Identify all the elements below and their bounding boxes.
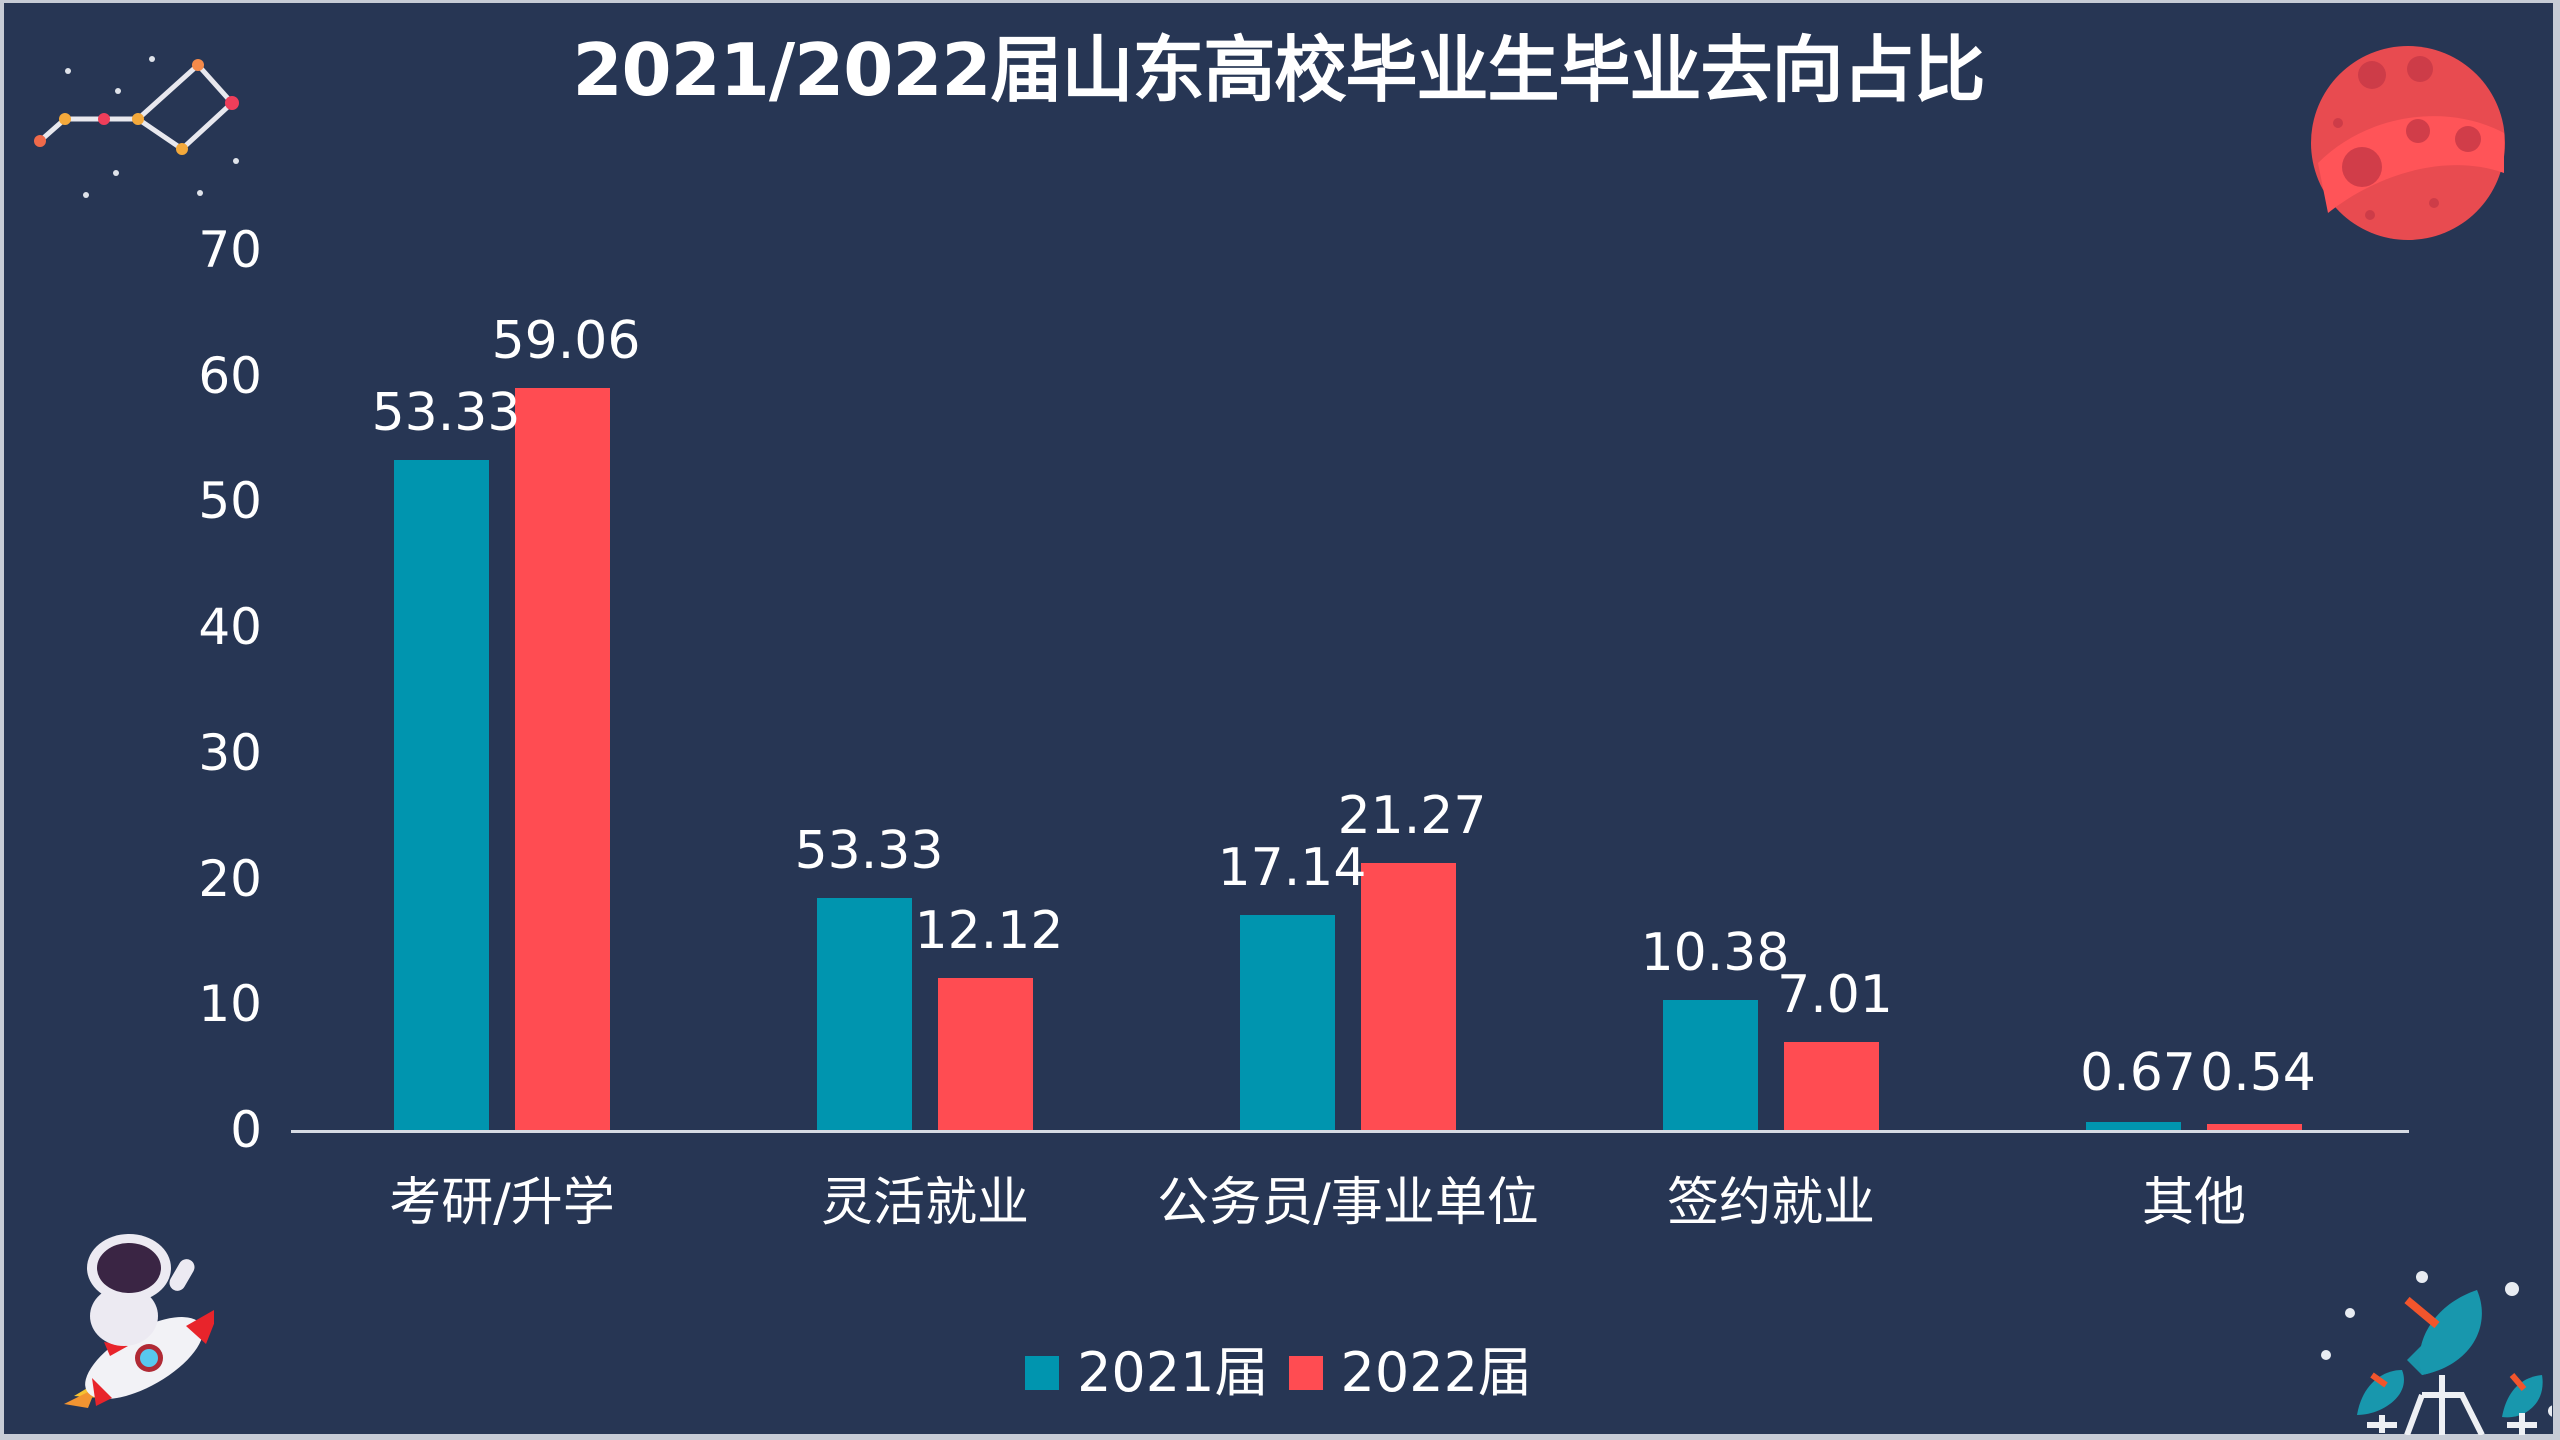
data-label-2021-gongwuyuan: 17.14: [1217, 838, 1367, 898]
data-label-2021-qita: 0.67: [2080, 1043, 2196, 1103]
category-label-qita: 其他: [2141, 1173, 2246, 1233]
legend: 2021届 2022届: [4, 1343, 2553, 1403]
astronaut-rocket-icon: [64, 1234, 214, 1408]
bar-2022-gongwuyuan[interactable]: [1361, 863, 1456, 1130]
chart-title: 2021/2022届山东高校毕业生毕业去向占比: [572, 28, 1985, 112]
data-label-2022-gongwuyuan: 21.27: [1337, 786, 1487, 846]
bar-2022-kaoyan[interactable]: [515, 388, 610, 1130]
data-label-2022-qianyue: 7.01: [1777, 965, 1893, 1025]
category-label-gongwuyuan: 公务员/事业单位: [1157, 1173, 1539, 1233]
data-label-2022-linghuo: 12.12: [914, 901, 1064, 961]
data-label-2021-qianyue: 10.38: [1640, 923, 1790, 983]
bar-2021-gongwuyuan[interactable]: [1240, 915, 1335, 1130]
bar-2021-qianyue[interactable]: [1663, 1000, 1758, 1130]
category-label-linghuo: 灵活就业: [820, 1173, 1029, 1233]
radar-dish-icon: [2321, 1271, 2552, 1435]
y-tick-20: 20: [198, 850, 262, 908]
legend-swatch-2022: [1288, 1356, 1323, 1390]
y-tick-0: 0: [230, 1101, 262, 1159]
bar-2021-linghuo[interactable]: [817, 898, 912, 1130]
x-axis-line: [291, 1130, 2409, 1133]
bar-2021-qita[interactable]: [2086, 1122, 2181, 1130]
bar-2022-qita[interactable]: [2207, 1124, 2302, 1130]
y-tick-10: 10: [198, 975, 262, 1033]
planet-icon: [2311, 46, 2505, 240]
legend-swatch-2021: [1025, 1356, 1060, 1390]
data-label-2021-linghuo: 53.33: [794, 821, 944, 881]
bar-2021-kaoyan[interactable]: [394, 460, 489, 1130]
y-tick-50: 50: [198, 472, 262, 530]
legend-item-2022[interactable]: 2022届: [1288, 1341, 1532, 1404]
y-tick-30: 30: [198, 724, 262, 782]
y-tick-60: 60: [198, 347, 262, 405]
bar-2022-qianyue[interactable]: [1784, 1042, 1879, 1130]
data-label-2022-kaoyan: 59.06: [491, 311, 641, 371]
y-tick-40: 40: [198, 598, 262, 656]
constellation-icon: [34, 56, 239, 198]
data-label-2022-qita: 0.54: [2200, 1043, 2316, 1103]
bar-2022-linghuo[interactable]: [938, 978, 1033, 1130]
slide: 2021/2022届山东高校毕业生毕业去向占比: [4, 3, 2553, 1435]
data-label-2021-kaoyan: 53.33: [371, 383, 521, 443]
legend-label-2022: 2022届: [1340, 1341, 1532, 1404]
category-label-qianyue: 签约就业: [1666, 1173, 1875, 1233]
y-tick-70: 70: [198, 221, 262, 279]
legend-item-2021[interactable]: 2021届: [1025, 1341, 1269, 1404]
category-label-kaoyan: 考研/升学: [389, 1173, 615, 1233]
legend-label-2021: 2021届: [1077, 1341, 1269, 1404]
